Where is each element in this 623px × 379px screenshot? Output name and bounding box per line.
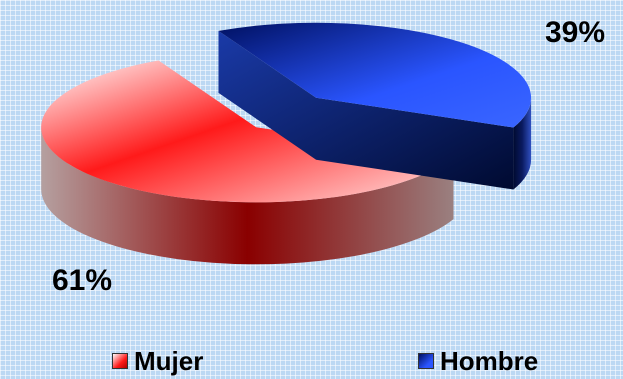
slice-hombre-top — [218, 22, 532, 128]
legend-swatch-hombre — [418, 353, 434, 369]
slice-mujer-side — [41, 127, 454, 265]
legend-item-hombre: Hombre — [418, 346, 538, 376]
slice-mujer — [41, 60, 454, 265]
data-label-hombre: 39% — [545, 16, 605, 49]
legend-swatch-mujer — [112, 353, 128, 369]
legend-item-mujer: Mujer — [112, 346, 203, 376]
legend-label-hombre: Hombre — [440, 345, 539, 376]
slice-mujer-top — [41, 60, 454, 203]
data-label-mujer: 61% — [52, 264, 112, 297]
slice-hombre-cut-face — [218, 30, 514, 190]
slice-hombre — [218, 22, 532, 190]
legend-label-mujer: Mujer — [134, 345, 204, 376]
slice-hombre-side — [513, 97, 532, 190]
